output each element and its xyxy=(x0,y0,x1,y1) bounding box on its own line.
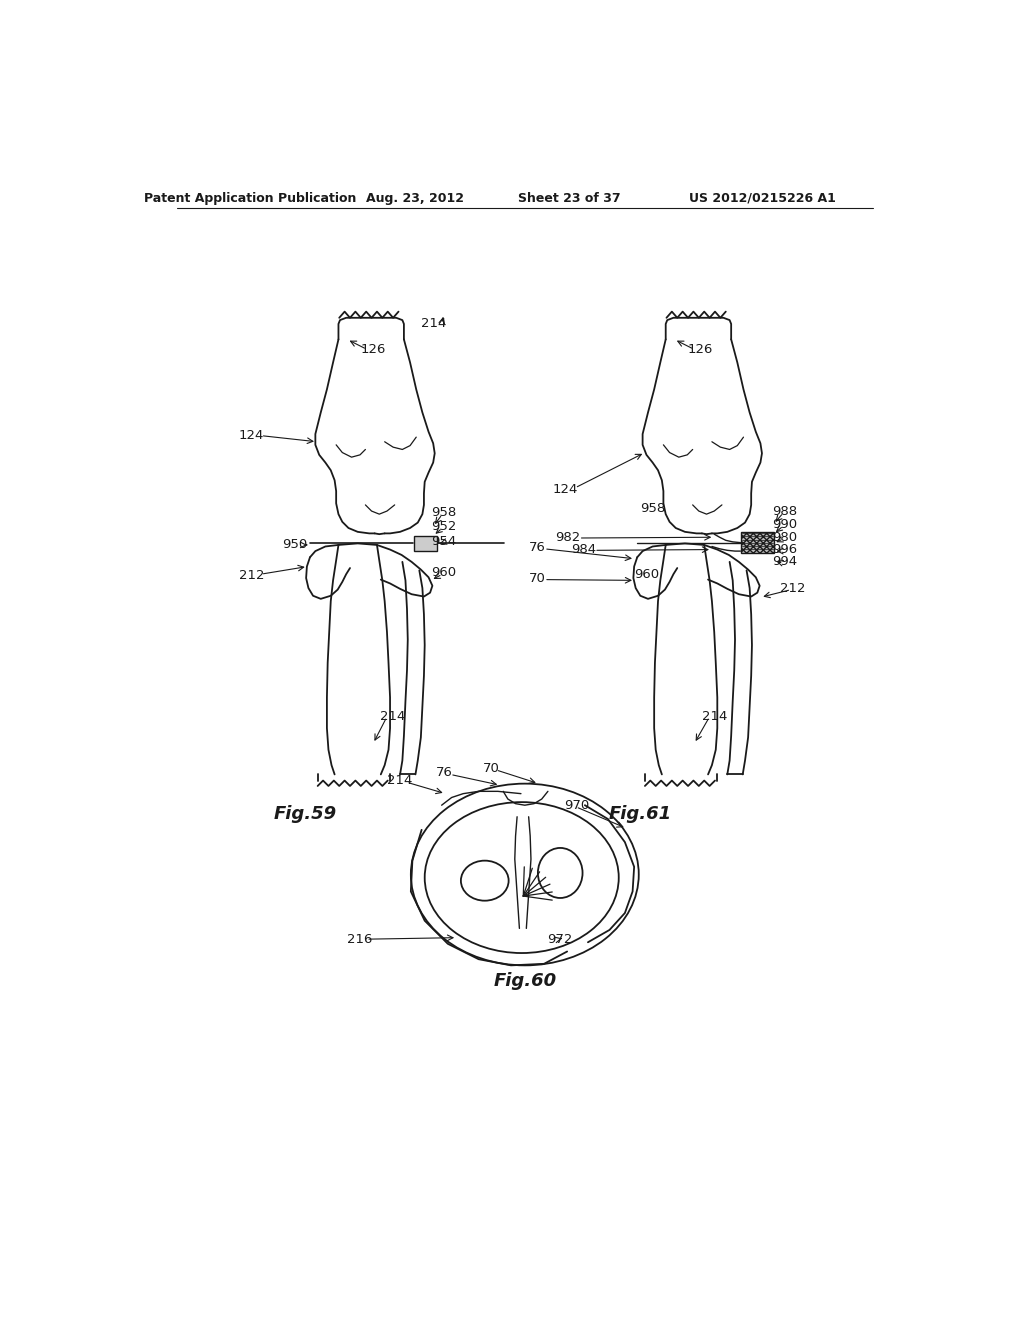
Text: 126: 126 xyxy=(360,343,386,356)
Text: 124: 124 xyxy=(553,483,579,496)
Text: 212: 212 xyxy=(780,582,806,594)
Text: Fig.61: Fig.61 xyxy=(608,805,672,824)
Text: 216: 216 xyxy=(347,933,373,945)
Text: 70: 70 xyxy=(528,572,546,585)
Bar xyxy=(741,532,773,553)
Text: 76: 76 xyxy=(528,541,546,554)
Bar xyxy=(414,536,437,552)
Text: 952: 952 xyxy=(431,520,457,533)
Text: 990: 990 xyxy=(772,517,798,531)
Text: 214: 214 xyxy=(701,710,727,723)
Text: 980: 980 xyxy=(772,531,798,544)
Text: Fig.60: Fig.60 xyxy=(494,972,556,990)
Text: US 2012/0215226 A1: US 2012/0215226 A1 xyxy=(688,191,836,205)
Text: Sheet 23 of 37: Sheet 23 of 37 xyxy=(518,191,621,205)
Text: 214: 214 xyxy=(387,774,413,787)
Text: 960: 960 xyxy=(431,566,457,579)
Text: 212: 212 xyxy=(239,569,264,582)
Text: 958: 958 xyxy=(431,506,457,519)
Text: 954: 954 xyxy=(431,535,457,548)
Text: 984: 984 xyxy=(570,543,596,556)
Text: 124: 124 xyxy=(239,429,264,442)
Text: 960: 960 xyxy=(634,568,659,581)
Text: 970: 970 xyxy=(564,799,590,812)
Text: 958: 958 xyxy=(640,502,666,515)
Text: Fig.59: Fig.59 xyxy=(273,805,337,824)
Text: 994: 994 xyxy=(772,556,798,569)
Text: 214: 214 xyxy=(380,710,406,723)
Text: 214: 214 xyxy=(421,317,446,330)
Text: 70: 70 xyxy=(482,762,500,775)
Text: 76: 76 xyxy=(436,767,454,779)
Text: 126: 126 xyxy=(688,343,713,356)
Text: 996: 996 xyxy=(772,543,798,556)
Text: Patent Application Publication: Patent Application Publication xyxy=(143,191,356,205)
Text: 988: 988 xyxy=(772,504,798,517)
Text: 950: 950 xyxy=(282,539,307,552)
Text: 972: 972 xyxy=(548,933,572,945)
Text: Aug. 23, 2012: Aug. 23, 2012 xyxy=(367,191,465,205)
Text: 982: 982 xyxy=(555,531,581,544)
